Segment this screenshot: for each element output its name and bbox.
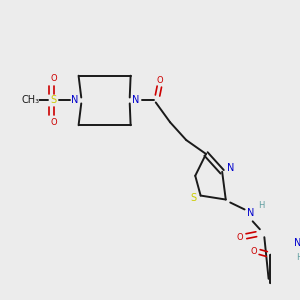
Text: N: N — [132, 95, 140, 106]
Text: O: O — [251, 247, 258, 256]
Text: N: N — [294, 238, 300, 248]
Text: H: H — [259, 201, 265, 210]
Text: H: H — [296, 253, 300, 262]
Text: S: S — [50, 95, 56, 106]
Text: O: O — [50, 118, 57, 127]
Text: O: O — [50, 74, 57, 83]
Text: O: O — [237, 233, 243, 242]
Text: N: N — [247, 208, 255, 218]
Text: CH₃: CH₃ — [21, 95, 39, 106]
Text: S: S — [190, 193, 196, 202]
Text: N: N — [71, 95, 79, 106]
Text: O: O — [157, 76, 164, 85]
Text: N: N — [227, 163, 235, 173]
